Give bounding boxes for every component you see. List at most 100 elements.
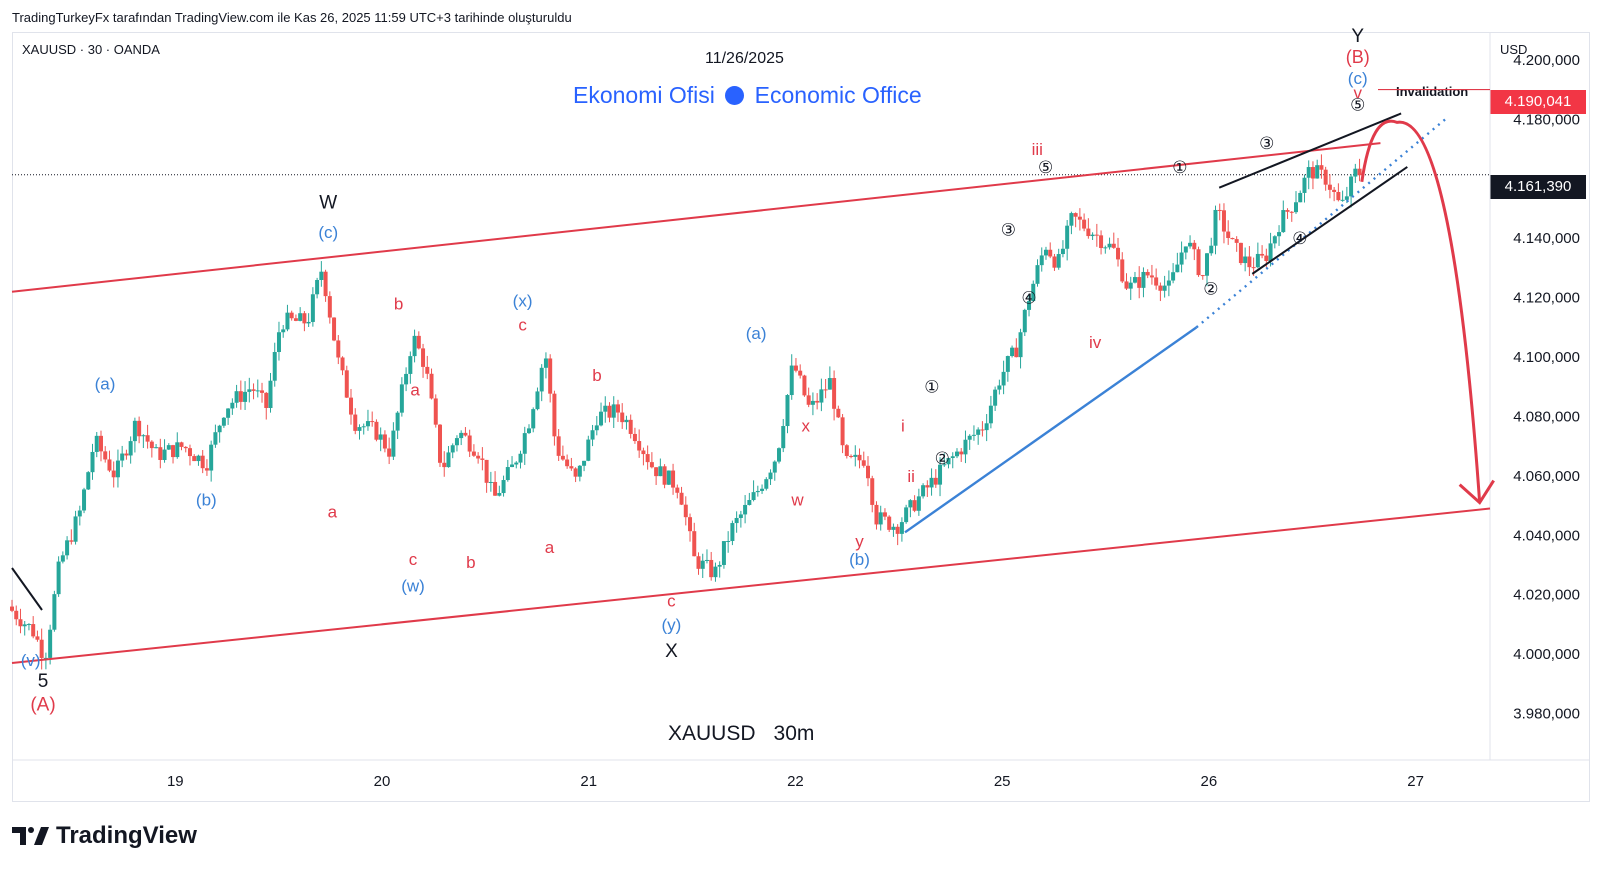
blue-dotted-trendline <box>1195 115 1450 329</box>
candle-body <box>1277 232 1282 237</box>
candle-body <box>192 456 197 462</box>
candle-body <box>586 439 591 461</box>
candle-body <box>90 451 95 473</box>
wave-label: (c) <box>318 223 338 242</box>
wave-label: Y <box>1351 26 1364 47</box>
candle-body <box>560 455 565 460</box>
candle-body <box>149 441 154 449</box>
candle-body <box>493 481 498 496</box>
candle-body <box>1166 280 1171 286</box>
candle-body <box>696 556 701 569</box>
projection-arrowhead <box>1458 479 1495 505</box>
y-tick-label: 4.060,000 <box>1513 468 1580 485</box>
candle-body <box>365 421 370 427</box>
candle-body <box>781 426 786 449</box>
candle-body <box>921 485 926 497</box>
candle-body <box>1230 237 1235 240</box>
candle-body <box>967 435 972 440</box>
candle-body <box>747 500 752 505</box>
candle-body <box>645 454 650 463</box>
candle-body <box>785 395 790 427</box>
candle-body <box>1116 247 1121 260</box>
candle-body <box>247 389 252 392</box>
candle-body <box>501 480 506 494</box>
candle-body <box>255 390 260 392</box>
tradingview-logo[interactable]: TradingView <box>12 822 197 850</box>
candle-body <box>103 451 108 460</box>
candle-body <box>577 465 582 477</box>
candle-body <box>357 427 362 431</box>
candle-body <box>764 479 769 489</box>
wave-label: b <box>466 553 475 572</box>
candle-body <box>1124 281 1129 289</box>
candle-body <box>433 398 438 425</box>
y-tick-label: 4.140,000 <box>1513 230 1580 247</box>
candle-body <box>1018 332 1023 358</box>
candle-body <box>1302 177 1307 193</box>
candle-body <box>86 472 91 490</box>
candle-body <box>1128 282 1133 289</box>
candle-body <box>641 450 646 455</box>
candle-body <box>65 540 70 556</box>
wedge-upper-line <box>1218 112 1402 189</box>
candle-body <box>942 464 947 466</box>
candle-body <box>1285 210 1290 212</box>
candle-body <box>437 424 442 463</box>
candle-body <box>446 452 451 468</box>
candle-body <box>768 472 773 480</box>
candle-body <box>772 461 777 473</box>
current-price-tag: 4.161,390 <box>1490 175 1586 199</box>
currency-label[interactable]: USD <box>1500 42 1528 57</box>
candle-body <box>1022 309 1027 333</box>
wave-label: iv <box>1089 333 1102 352</box>
candle-body <box>959 451 964 455</box>
x-tick-label: 21 <box>580 773 597 790</box>
candle-body <box>200 455 205 469</box>
candle-body <box>60 555 65 562</box>
candle-body <box>412 335 417 357</box>
candle-body <box>1315 165 1320 179</box>
candle-body <box>264 392 269 408</box>
candle-body <box>226 408 231 418</box>
candle-body <box>382 434 387 449</box>
wave-number-label: ⑤ <box>1350 95 1365 115</box>
candle-body <box>120 453 125 461</box>
candle-body <box>713 566 718 578</box>
candle-body <box>505 467 510 481</box>
y-tick-label: 4.020,000 <box>1513 587 1580 604</box>
candle-body <box>1247 256 1252 268</box>
candle-body <box>1251 267 1256 269</box>
chart-frame[interactable] <box>12 32 1590 802</box>
wave-label: ii <box>907 467 915 486</box>
candle-body <box>1336 191 1341 201</box>
candle-body <box>251 389 256 391</box>
candle-body <box>882 512 887 517</box>
candle-body <box>1200 275 1205 277</box>
candle-body <box>289 312 294 319</box>
candle-body <box>662 466 667 485</box>
symbol-legend[interactable]: XAUUSD · 30 · OANDA <box>22 42 160 57</box>
candle-body <box>840 417 845 446</box>
candle-body <box>510 464 515 468</box>
candle-body <box>620 412 625 423</box>
candle-body <box>700 560 705 569</box>
candle-body <box>166 445 171 450</box>
candle-body <box>268 380 273 408</box>
candle-body <box>997 385 1002 390</box>
wave-fragment-line <box>11 567 43 611</box>
candle-body <box>543 358 548 368</box>
candle-body <box>539 367 544 392</box>
candle-body <box>82 489 87 511</box>
candle-body <box>1103 247 1108 249</box>
candle-body <box>916 496 921 511</box>
candle-body <box>416 335 421 349</box>
candle-body <box>726 540 731 542</box>
wave-number-label: ④ <box>1021 289 1036 309</box>
candle-body <box>611 404 616 418</box>
candle-body <box>10 606 14 611</box>
candle-body <box>115 460 120 478</box>
candle-body <box>861 460 866 466</box>
candle-body <box>39 639 44 658</box>
candle-body <box>624 419 629 423</box>
